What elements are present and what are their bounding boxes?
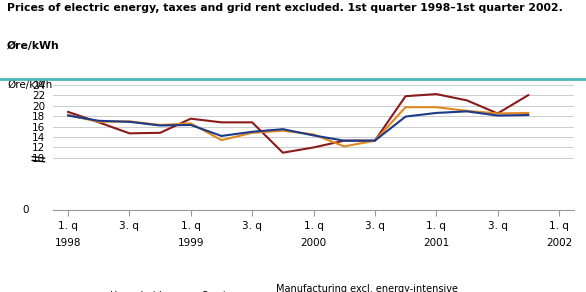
Text: 1998: 1998 [55,238,81,248]
Text: 2001: 2001 [423,238,449,248]
Text: Prices of electric energy, taxes and grid rent excluded. 1st quarter 1998–1st qu: Prices of electric energy, taxes and gri… [7,3,563,13]
Text: 0: 0 [23,205,29,215]
Text: 2002: 2002 [546,238,572,248]
Text: 2000: 2000 [301,238,326,248]
Text: Øre/kWh: Øre/kWh [7,80,52,90]
Text: 1999: 1999 [178,238,204,248]
Text: Øre/kWh: Øre/kWh [7,41,60,51]
Legend: Households, Services, Manufacturing excl. energy-intensive
manufacturing and pul: Households, Services, Manufacturing excl… [80,280,495,292]
